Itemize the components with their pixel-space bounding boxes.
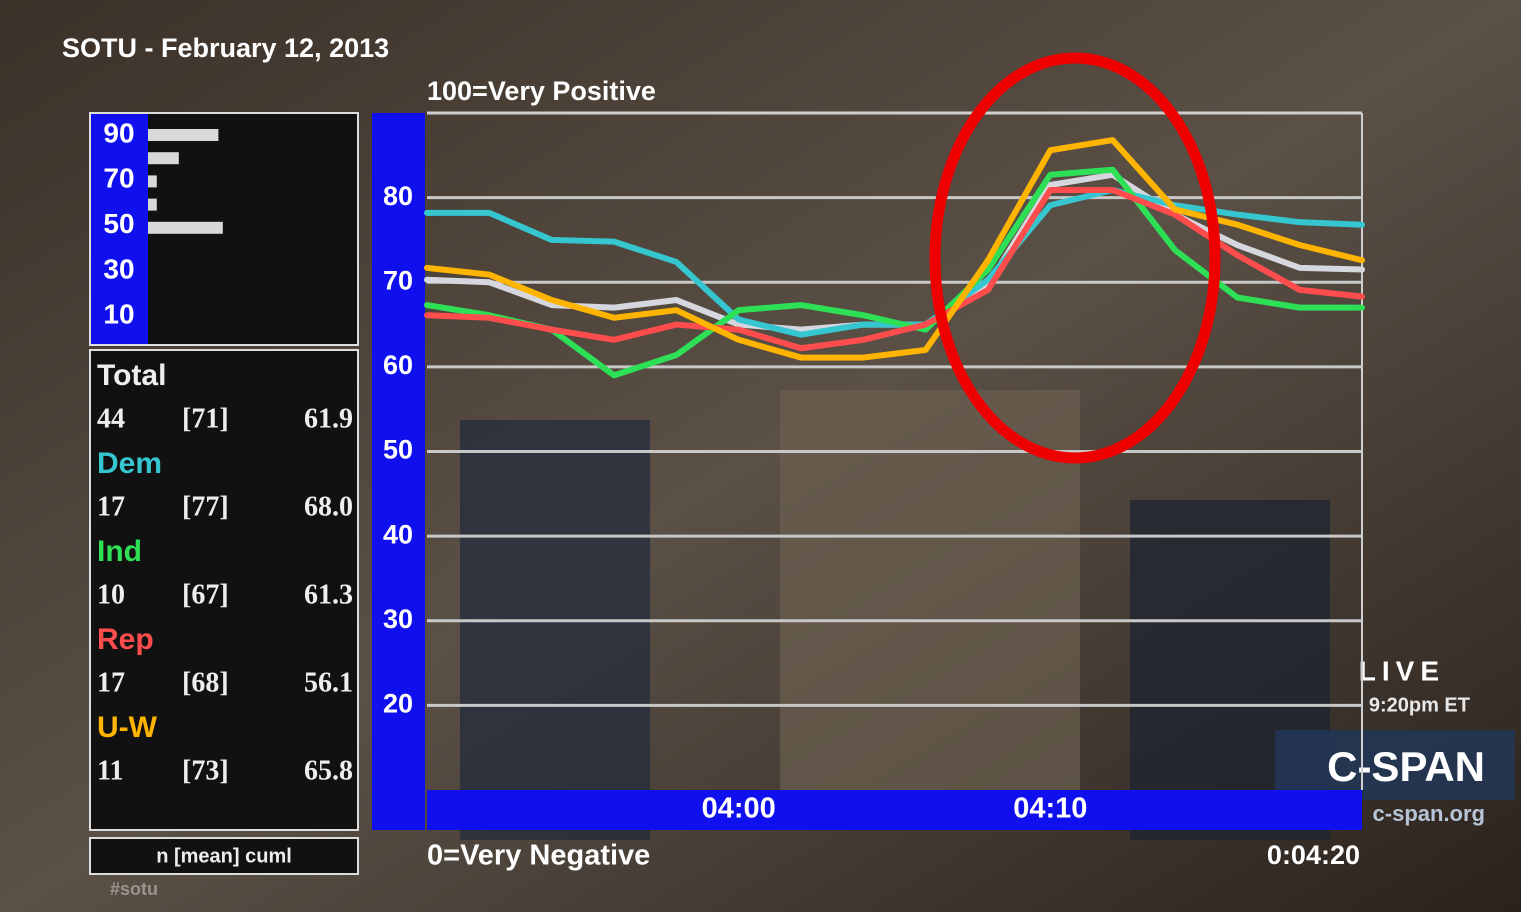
stats-footer: n [mean] cuml: [156, 845, 292, 867]
group-cuml: 61.3: [304, 579, 353, 610]
group-mean: [71]: [182, 403, 229, 434]
group-cuml: 56.1: [304, 667, 353, 698]
group-name: Ind: [97, 535, 142, 568]
group-n: 11: [97, 755, 123, 786]
screen: LIVE 9:20pm ET C-SPAN c-span.org #sotu S…: [0, 0, 1521, 912]
group-n: 17: [97, 491, 125, 522]
group-mean: [67]: [182, 579, 229, 610]
y-tick-label: 20: [383, 689, 413, 719]
group-cuml: 68.0: [304, 491, 353, 522]
network-site: c-span.org: [1373, 801, 1485, 826]
network-logo: C-SPAN: [1327, 743, 1485, 790]
group-cuml: 61.9: [304, 403, 353, 434]
x-tick-label: 04:00: [702, 793, 776, 825]
group-n: 17: [97, 667, 125, 698]
hashtag: #sotu: [110, 879, 158, 899]
distribution-axis-label: 50: [103, 208, 134, 239]
group-mean: [68]: [182, 667, 229, 698]
y-axis-band: [372, 113, 425, 830]
group-name: Dem: [97, 447, 162, 480]
y-tick-label: 80: [383, 181, 413, 211]
x-axis-band: [427, 790, 1362, 830]
group-mean: [73]: [182, 755, 229, 786]
distribution-bar: [148, 175, 157, 187]
group-n: 44: [97, 403, 125, 434]
distribution-bar: [148, 199, 157, 211]
y-tick-label: 70: [383, 265, 413, 295]
group-name: U-W: [97, 711, 158, 744]
y-tick-label: 50: [383, 435, 413, 465]
page: {"chart_data": { "type": "line", "title"…: [0, 0, 1521, 912]
group-n: 10: [97, 579, 125, 610]
y-tick-label: 40: [383, 519, 413, 549]
y-tick-label: 30: [383, 604, 413, 634]
y-tick-label: 60: [383, 350, 413, 380]
group-name: Rep: [97, 623, 154, 656]
chart-title: SOTU - February 12, 2013: [62, 33, 389, 63]
x-tick-label: 04:10: [1013, 793, 1087, 825]
group-cuml: 65.8: [304, 755, 353, 786]
distribution-bar: [148, 129, 218, 141]
group-name: Total: [97, 359, 166, 392]
group-mean: [77]: [182, 491, 229, 522]
distribution-axis-label: 10: [103, 299, 134, 330]
live-label: LIVE: [1359, 655, 1445, 686]
distribution-bar: [148, 152, 179, 164]
live-time: 9:20pm ET: [1369, 694, 1470, 716]
distribution-bar: [148, 222, 223, 234]
distribution-axis-label: 30: [103, 253, 134, 284]
distribution-axis-label: 90: [103, 117, 134, 148]
video-figure: [460, 420, 650, 840]
y-top-label: 100=Very Positive: [427, 76, 656, 106]
y-bottom-label: 0=Very Negative: [427, 840, 650, 872]
clock: 0:04:20: [1267, 840, 1360, 870]
distribution-axis-label: 70: [103, 163, 134, 194]
